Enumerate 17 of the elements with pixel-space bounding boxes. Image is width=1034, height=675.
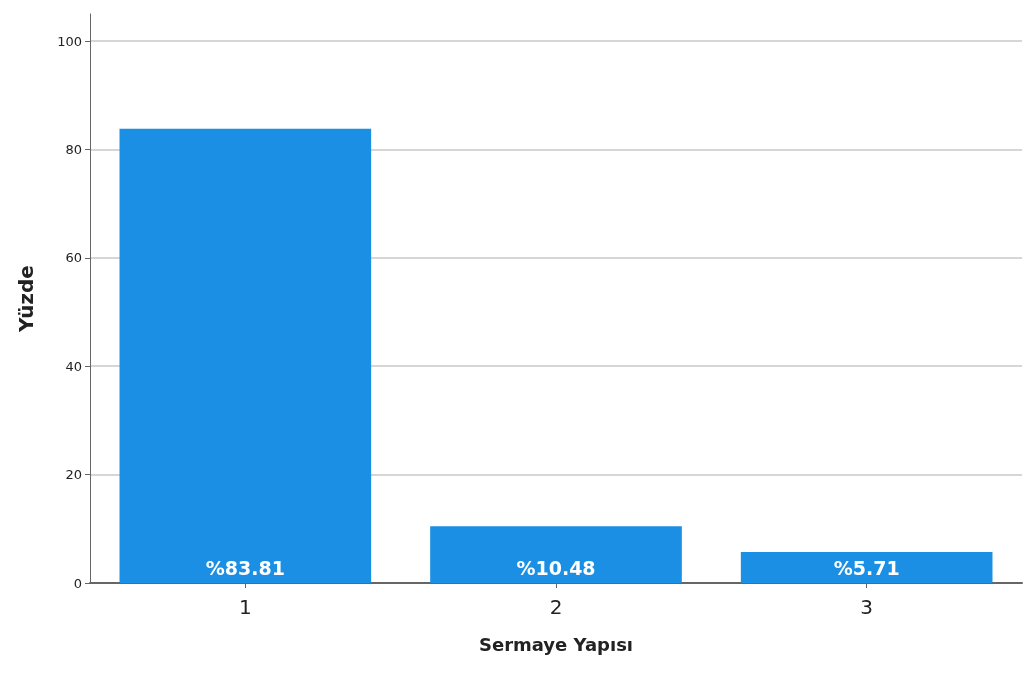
x-tick-label: 2	[549, 595, 563, 619]
y-tick-label: 0	[73, 575, 82, 591]
y-tick-label: 40	[65, 358, 82, 374]
bar	[740, 552, 993, 583]
data-label: %83.81	[205, 557, 285, 579]
y-tick-label: 20	[65, 467, 82, 483]
x-tick-label: 3	[860, 595, 874, 619]
y-tick-label: 80	[65, 141, 82, 157]
bar	[430, 526, 682, 583]
bar	[119, 128, 372, 583]
y-axis-title: Yüzde	[14, 265, 38, 333]
x-axis-title: Sermaye Yapısı	[478, 633, 634, 655]
y-tick-label: 60	[65, 250, 82, 266]
data-label: %10.48	[516, 557, 596, 579]
data-label: %5.71	[833, 557, 900, 579]
x-tick-label: 1	[238, 595, 252, 619]
y-tick-label: 100	[57, 33, 82, 49]
